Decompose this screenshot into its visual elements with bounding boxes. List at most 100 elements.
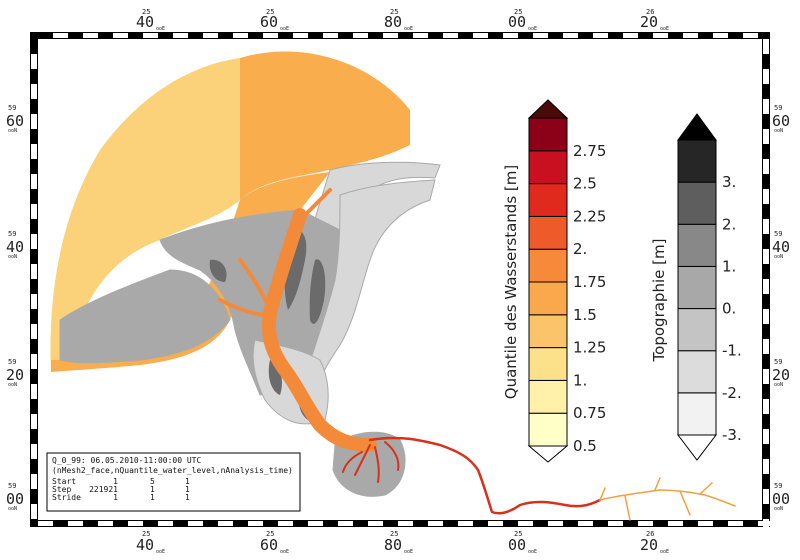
svg-text:25: 25 xyxy=(142,8,150,16)
water-colorbar-label: 1.25 xyxy=(573,339,606,357)
svg-text:25: 25 xyxy=(266,8,274,16)
svg-text:25: 25 xyxy=(390,8,398,16)
svg-text:ooN: ooN xyxy=(774,506,783,512)
topo-colorbar-swatch xyxy=(677,223,717,267)
svg-text:00: 00 xyxy=(508,13,526,31)
water-colorbar-label: 2.25 xyxy=(573,207,606,225)
svg-text:20: 20 xyxy=(640,536,658,554)
svg-text:00: 00 xyxy=(508,536,526,554)
svg-text:221921: 221921 xyxy=(89,485,118,494)
topo-colorbar-swatch xyxy=(677,265,717,310)
water-colorbar-swatch xyxy=(528,412,568,447)
water-colorbar-swatch xyxy=(528,379,568,414)
water-colorbar-swatch xyxy=(528,347,568,381)
water-colorbar-swatch xyxy=(528,183,568,217)
svg-text:ooN: ooN xyxy=(774,382,783,388)
water-colorbar-bottom-arrow xyxy=(527,445,569,463)
svg-text:20: 20 xyxy=(6,366,24,384)
water-colorbar-title: Quantile des Wasserstands [m] xyxy=(502,165,520,399)
water-colorbar-swatch xyxy=(528,215,568,250)
svg-text:60: 60 xyxy=(6,112,24,130)
topo-colorbar-swatch xyxy=(677,308,717,352)
svg-text:1: 1 xyxy=(113,477,118,486)
svg-text:60: 60 xyxy=(260,536,278,554)
water-colorbar-swatch xyxy=(528,281,568,316)
delta-branches xyxy=(342,441,400,483)
outer-sea-area xyxy=(50,58,240,372)
svg-text:40: 40 xyxy=(6,238,24,256)
svg-text:ooN: ooN xyxy=(8,254,17,260)
water-colorbar-label: 2.5 xyxy=(573,175,597,193)
water-colorbar-label: 1.5 xyxy=(573,306,597,324)
topo-colorbar-swatch xyxy=(677,350,717,394)
svg-text:Step: Step xyxy=(52,485,71,494)
svg-text:26: 26 xyxy=(646,530,654,538)
svg-text:ooE: ooE xyxy=(404,26,413,32)
topo-colorbar-label: 3. xyxy=(722,173,736,191)
topo-colorbar-label: -3. xyxy=(722,426,742,444)
info-row: Stride 1 1 1 xyxy=(52,493,190,502)
svg-text:59: 59 xyxy=(8,482,16,490)
svg-text:00: 00 xyxy=(772,490,790,508)
topo-colorbar-label: 2. xyxy=(722,215,736,233)
svg-text:60: 60 xyxy=(772,112,790,130)
river-far-upstream xyxy=(599,477,736,521)
topo-colorbar-title: Topographie [m] xyxy=(650,239,668,363)
water-colorbar-label: 2. xyxy=(573,240,587,258)
water-colorbar-label: 1. xyxy=(573,371,587,389)
info-row: Step 221921 1 1 xyxy=(52,485,190,494)
topo-colorbar-label: -2. xyxy=(722,384,742,402)
svg-text:ooE: ooE xyxy=(280,26,289,32)
svg-text:ooE: ooE xyxy=(660,549,669,555)
svg-text:59: 59 xyxy=(8,358,16,366)
svg-text:ooN: ooN xyxy=(774,128,783,134)
svg-text:ooE: ooE xyxy=(528,26,537,32)
svg-text:ooE: ooE xyxy=(280,549,289,555)
svg-text:ooN: ooN xyxy=(8,382,17,388)
svg-text:59: 59 xyxy=(774,482,782,490)
svg-text:1: 1 xyxy=(185,485,190,494)
topo-colorbar-label: 0. xyxy=(722,300,736,318)
branch-channel xyxy=(218,188,332,322)
topography-colorbar: -3. -2. -1. 0. 1. 2. 3. Topographie [m] xyxy=(650,113,742,461)
info-line-1: Q_0_99: 06.05.2010-11:00:00 UTC xyxy=(52,456,201,465)
svg-text:Start: Start xyxy=(52,477,76,486)
water-level-colorbar: 0.5 0.75 1. 1.25 1.5 1.75 2. 2.25 2.5 2.75 Quanti… xyxy=(502,99,606,463)
svg-text:40: 40 xyxy=(136,13,154,31)
main-channel xyxy=(261,208,377,452)
topo-colorbar-swatch xyxy=(677,181,717,225)
svg-text:ooN: ooN xyxy=(8,128,17,134)
topo-colorbar-swatch xyxy=(677,139,717,183)
water-colorbar-swatch xyxy=(528,150,568,185)
info-line-2: (nMesh2_face,nQuantile_water_level,nAnal… xyxy=(52,466,293,475)
water-colorbar-label: 0.75 xyxy=(573,404,606,422)
svg-text:ooE: ooE xyxy=(156,26,165,32)
svg-text:1: 1 xyxy=(150,493,155,502)
water-colorbar-label: 2.75 xyxy=(573,142,606,160)
svg-text:ooE: ooE xyxy=(528,549,537,555)
water-colorbar-label: 1.75 xyxy=(573,273,606,291)
svg-text:ooN: ooN xyxy=(8,506,17,512)
svg-text:20: 20 xyxy=(640,13,658,31)
sea-area xyxy=(240,51,410,200)
svg-text:59: 59 xyxy=(774,358,782,366)
land-east xyxy=(299,179,436,396)
svg-text:1: 1 xyxy=(150,485,155,494)
svg-text:ooE: ooE xyxy=(156,549,165,555)
svg-text:59: 59 xyxy=(774,230,782,238)
